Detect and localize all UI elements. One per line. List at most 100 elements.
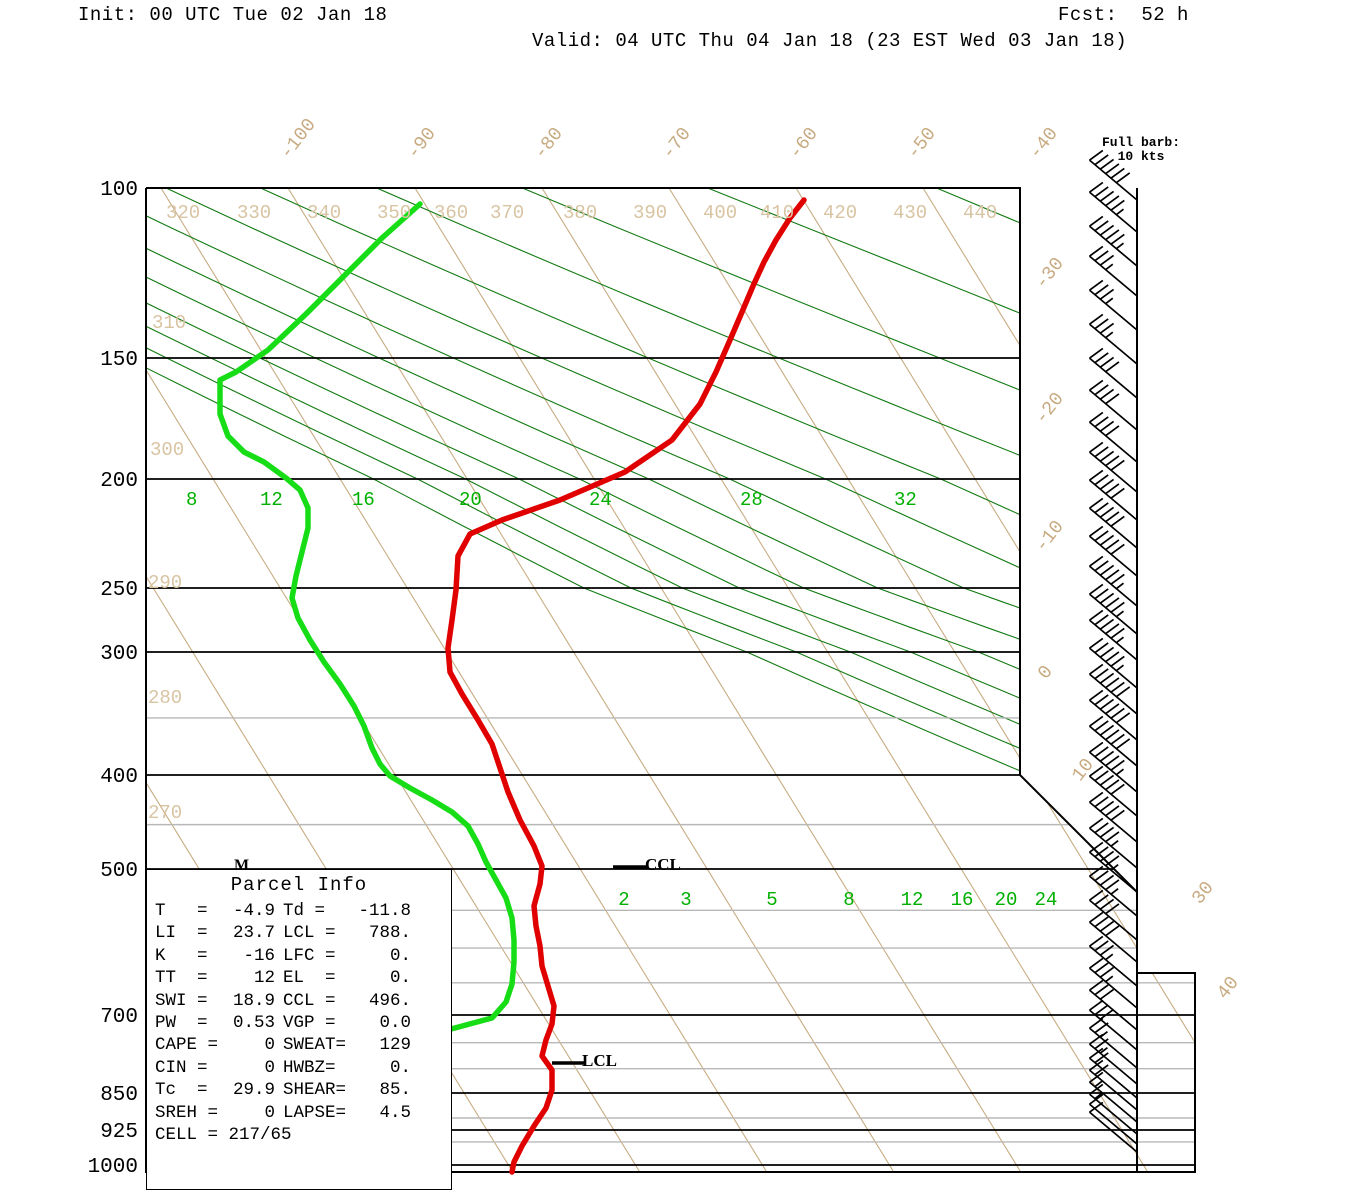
isotherm-top-label: -90 [402,123,440,164]
moist-adiabat-label: 8 [186,489,197,511]
parcel-key: SWI = [155,990,208,1011]
mixing-ratio-labels: 2 3 5 8 12 16 20 24 [618,889,1057,911]
wind-barb-legend: Full barb: 10 kts [1102,135,1181,164]
init-time-label: Init: 00 UTC Tue 02 Jan 18 [78,4,388,26]
parcel-value: 0 [264,1057,275,1078]
parcel-key: SWEAT= [283,1035,347,1056]
isotherm-right-label: -10 [1030,516,1068,557]
parcel-key: CIN = [155,1057,208,1078]
parcel-value: 0. [389,945,411,966]
theta-label: 300 [150,439,184,461]
wind-barb-column [1088,149,1138,1153]
pressure-tick-label: 250 [100,579,138,602]
mixing-ratio-label: 12 [901,889,924,911]
pressure-tick-label: 500 [100,860,138,883]
parcel-value: 788. [368,923,411,944]
valid-time-label: Valid: 04 UTC Thu 04 Jan 18 (23 EST Wed … [532,30,1128,52]
parcel-key: LCL = [283,923,336,944]
parcel-value: 496. [368,990,411,1011]
isotherm-right-label: -20 [1030,388,1068,429]
parcel-key: PW = [155,1013,208,1034]
isotherm-top-label: -70 [657,123,695,164]
mixing-ratio-label: 3 [680,889,691,911]
lcl-marker-label: LCL [582,1051,617,1070]
parcel-value: 0. [389,968,411,989]
theta-label: 310 [152,312,186,334]
parcel-info-row: PW = 0.53 VGP = 0.0 [155,1012,451,1034]
isotherm-top-labels: -100 -90 -80 -70 -60 -50 -40 [275,114,1062,163]
theta-label: 410 [760,202,794,224]
parcel-value: 4.5 [379,1102,411,1123]
parcel-info-row: CIN = 0 HWBZ= 0. [155,1057,451,1079]
isotherm-right-label: 40 [1212,972,1243,1004]
mixing-ratio-label: 24 [1035,889,1058,911]
parcel-value: 0. [389,1057,411,1078]
parcel-value: 85. [379,1080,411,1101]
parcel-key: CAPE = [155,1035,219,1056]
theta-label: 420 [823,202,857,224]
moist-adiabat-label: 32 [894,489,917,511]
moist-adiabat-label: 28 [740,489,763,511]
parcel-key: LI = [155,923,208,944]
mixing-ratio-label: 2 [618,889,629,911]
ccl-marker-label: CCL [645,855,681,874]
parcel-key: K = [155,945,208,966]
pressure-axis-labels: 100 150 200 250 300 400 500 700 850 925 1000 [88,179,138,1179]
parcel-value: 0 [264,1035,275,1056]
parcel-value: -16 [243,945,275,966]
parcel-value: -4.9 [232,901,275,921]
theta-label: 430 [893,202,927,224]
moist-adiabat-label: 24 [589,489,612,511]
mixing-ratio-label: 8 [843,889,854,911]
parcel-value: 129 [379,1035,411,1056]
isotherm-right-label: -30 [1030,253,1068,294]
pressure-tick-label: 150 [100,349,138,372]
parcel-value: -11.8 [358,901,411,921]
theta-label: 340 [307,202,341,224]
mixed-layer-marker: M [234,857,250,874]
pressure-tick-label: 300 [100,643,138,666]
parcel-value: 0 [264,1102,275,1123]
theta-label: 320 [166,202,200,224]
parcel-key: EL = [283,968,336,989]
theta-label: 350 [377,202,411,224]
moist-adiabat-label: 20 [459,489,482,511]
moist-adiabat-labels: 8 12 16 20 24 28 32 [186,489,917,511]
parcel-info-table: T = -4.9 Td = -11.8 LI = 23.7 LCL = 788. K = -16 L… [147,900,451,1146]
theta-label: 360 [434,202,468,224]
parcel-value: 29.9 [232,1080,275,1101]
parcel-info-row: CAPE = 0 SWEAT= 129 [155,1034,451,1056]
theta-label: 370 [490,202,524,224]
theta-label: 390 [633,202,667,224]
pressure-tick-label: 100 [100,179,138,202]
parcel-key: Tc = [155,1080,208,1101]
parcel-info-title: Parcel Info [230,874,368,896]
parcel-key: HWBZ= [283,1057,336,1078]
mixing-ratio-label: 5 [766,889,777,911]
parcel-key: LAPSE= [283,1102,347,1123]
level-marker-lines [552,865,648,1065]
theta-label: 440 [963,202,997,224]
isotherm-top-label: -60 [784,123,822,164]
parcel-value: 23.7 [232,923,275,944]
parcel-info-row: TT = 12 EL = 0. [155,967,451,989]
parcel-value: 0.0 [379,1013,411,1034]
pressure-tick-label: 1000 [88,1156,138,1179]
parcel-info-box: Parcel Info T = -4.9 Td = -11.8 LI = 23.7 LCL … [146,869,452,1190]
parcel-key: VGP = [283,1013,336,1034]
moist-adiabat-label: 16 [352,489,375,511]
parcel-key: TT = [155,968,208,989]
mixing-ratio-label: 16 [951,889,974,911]
parcel-info-row: SWI = 18.9 CCL = 496. [155,990,451,1012]
parcel-key: T = [155,901,208,921]
parcel-info-row: T = -4.9 Td = -11.8 [155,900,451,922]
parcel-value: 0.53 [232,1013,275,1034]
theta-label: 400 [703,202,737,224]
parcel-info-row: LI = 23.7 LCL = 788. [155,922,451,944]
pressure-tick-label: 925 [100,1121,138,1144]
theta-labels: 320 330 340 350 360 370 380 390 400 410 420 430 440 3… [148,202,997,824]
parcel-key: Td = [283,901,326,921]
pressure-tick-label: 400 [100,766,138,789]
parcel-info-row: SREH = 0 LAPSE= 4.5 [155,1102,451,1124]
